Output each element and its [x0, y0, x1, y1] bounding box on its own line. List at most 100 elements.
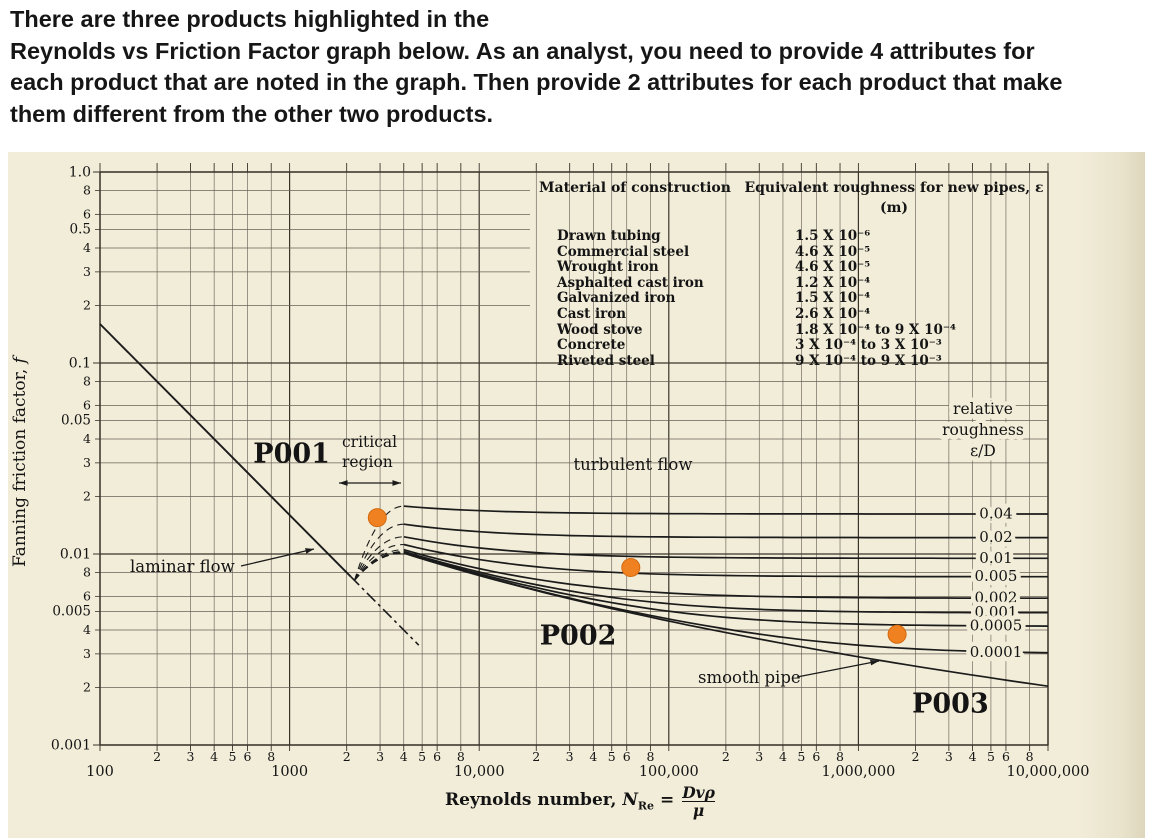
material-row: Concrete 3 X 10⁻⁴ to 3 X 10⁻³ [557, 337, 1047, 353]
svg-text:8: 8 [457, 749, 465, 764]
material-roughness: 9 X 10⁻⁴ to 9 X 10⁻³ [795, 352, 942, 369]
svg-text:3: 3 [376, 749, 384, 764]
svg-text:6: 6 [623, 749, 631, 764]
svg-text:6: 6 [83, 397, 91, 412]
svg-text:4: 4 [83, 622, 91, 637]
svg-text:5: 5 [608, 749, 616, 764]
fraction-bar [682, 801, 715, 803]
materials-rows: Drawn tubing 1.5 X 10⁻⁶ Commercial steel 4.… [557, 228, 1047, 369]
material-row: Asphalted cast iron 1.2 X 10⁻⁴ [557, 275, 1047, 291]
svg-text:2: 2 [722, 749, 730, 764]
material-row: Wrought iron 4.6 X 10⁻⁵ [557, 259, 1047, 275]
material-name: Concrete [557, 337, 626, 354]
svg-text:2: 2 [83, 298, 91, 313]
svg-text:4: 4 [779, 749, 787, 764]
svg-text:2: 2 [911, 749, 919, 764]
product-dot-P002 [621, 558, 641, 577]
curve-label-0.02: 0.02 [979, 528, 1012, 546]
product-dot-P001 [367, 508, 387, 528]
material-row: Galvanized iron 1.5 X 10⁻⁴ [557, 290, 1047, 306]
curve-eD-0.005 [403, 543, 1048, 578]
svg-text:10,000,000: 10,000,000 [1006, 764, 1089, 780]
material-row: Cast iron 2.6 X 10⁻⁴ [557, 306, 1047, 322]
svg-text:5: 5 [987, 749, 995, 764]
materials-table: Material of construction Equivalent roug… [535, 178, 1050, 392]
relative-roughness-label: relative [953, 400, 1013, 418]
y-axis-title: Fanning friction factor, f [10, 354, 30, 567]
x-tick-labels: 100 1000 10,000 100,000 1,000,000 10,000,000 2… [86, 749, 1089, 780]
critical-region-dashed [353, 523, 404, 581]
svg-text:1000: 1000 [271, 764, 308, 780]
critical-region-dashed [354, 543, 404, 581]
svg-text:10,000: 10,000 [454, 764, 505, 780]
svg-text:0.5: 0.5 [70, 221, 91, 237]
curve-label-0.0005: 0.0005 [970, 617, 1023, 635]
x-axis-title: Reynolds number, NRe = Dvρ μ [445, 784, 715, 819]
laminar-flow-label: laminar flow [130, 557, 235, 576]
svg-text:3: 3 [755, 749, 763, 764]
annotations: laminar flow critical region turbulent flow… [130, 396, 1028, 688]
svg-text:0.1: 0.1 [69, 356, 91, 372]
x-axis-title-text: Reynolds number, NRe = [445, 790, 675, 813]
svg-text:5: 5 [229, 749, 237, 764]
material-name: Commercial steel [557, 243, 690, 260]
svg-text:3: 3 [945, 749, 953, 764]
curve-label-0.04: 0.04 [979, 504, 1012, 522]
product-label-P001: P001 [253, 439, 330, 470]
material-roughness: 1.5 X 10⁻⁴ [795, 290, 871, 307]
svg-text:8: 8 [83, 183, 91, 198]
svg-text:3: 3 [83, 264, 91, 279]
material-name: Wrought iron [557, 259, 659, 276]
svg-text:0.005: 0.005 [52, 603, 91, 619]
curve-eD-0.0005 [403, 551, 1049, 627]
svg-text:8: 8 [1026, 749, 1034, 764]
svg-text:4: 4 [83, 240, 91, 255]
critical-region-dashed [354, 552, 404, 581]
svg-text:6: 6 [244, 749, 252, 764]
svg-text:3: 3 [186, 749, 194, 764]
material-roughness: 1.2 X 10⁻⁴ [795, 274, 871, 291]
materials-header: Material of construction [539, 180, 731, 196]
svg-text:4: 4 [589, 749, 597, 764]
roughness-units: (m) [879, 200, 909, 216]
roughness-curves [353, 505, 1049, 688]
y-tick-labels: 1.00.10.010.0012340.5682340.05682340.005… [51, 165, 91, 754]
material-row: Wood stove 1.8 X 10⁻⁴ to 9 X 10⁻⁴ [557, 322, 1047, 338]
svg-text:1.0: 1.0 [69, 165, 91, 181]
curve-eD-0.02 [403, 523, 1048, 539]
smooth-pipe-label: smooth pipe [698, 668, 801, 687]
svg-text:5: 5 [797, 749, 805, 764]
question-line: each product that are noted in the graph… [10, 69, 1063, 95]
svg-text:4: 4 [969, 749, 977, 764]
svg-text:8: 8 [83, 565, 91, 580]
material-name: Riveted steel [557, 352, 655, 369]
material-roughness: 1.5 X 10⁻⁶ [795, 228, 871, 244]
curve-label-0.005: 0.005 [975, 567, 1018, 585]
curve-label-0.01: 0.01 [979, 549, 1012, 567]
roughness-header: Equivalent roughness for new pipes, ε [744, 180, 1044, 196]
material-row: Riveted steel 9 X 10⁻⁴ to 9 X 10⁻³ [557, 353, 1047, 369]
svg-text:100,000: 100,000 [639, 764, 699, 780]
material-roughness: 2.6 X 10⁻⁴ [795, 305, 871, 322]
svg-text:4: 4 [210, 749, 218, 764]
critical-region-label: region [342, 453, 393, 471]
relative-roughness-label: ε/D [970, 442, 996, 460]
curve-smooth-pipe [403, 552, 1049, 688]
axis-ticks [93, 163, 1049, 751]
turbulent-flow-label: turbulent flow [574, 455, 693, 474]
fraction-denominator: μ [692, 801, 705, 821]
svg-text:5: 5 [418, 749, 426, 764]
svg-text:3: 3 [83, 646, 91, 661]
svg-text:0.001: 0.001 [51, 738, 91, 754]
svg-text:0.05: 0.05 [61, 412, 91, 428]
critical-region-dashed [354, 550, 404, 581]
curve-eD-0.001 [403, 550, 1048, 614]
material-name: Wood stove [557, 321, 643, 338]
svg-text:2: 2 [83, 680, 91, 695]
svg-text:8: 8 [83, 374, 91, 389]
chart-paper: 100 1000 10,000 100,000 1,000,000 10,000,000 2… [8, 152, 1145, 838]
svg-text:3: 3 [566, 749, 574, 764]
question-line: There are three products highlighted in … [10, 6, 490, 32]
svg-text:2: 2 [83, 489, 91, 504]
